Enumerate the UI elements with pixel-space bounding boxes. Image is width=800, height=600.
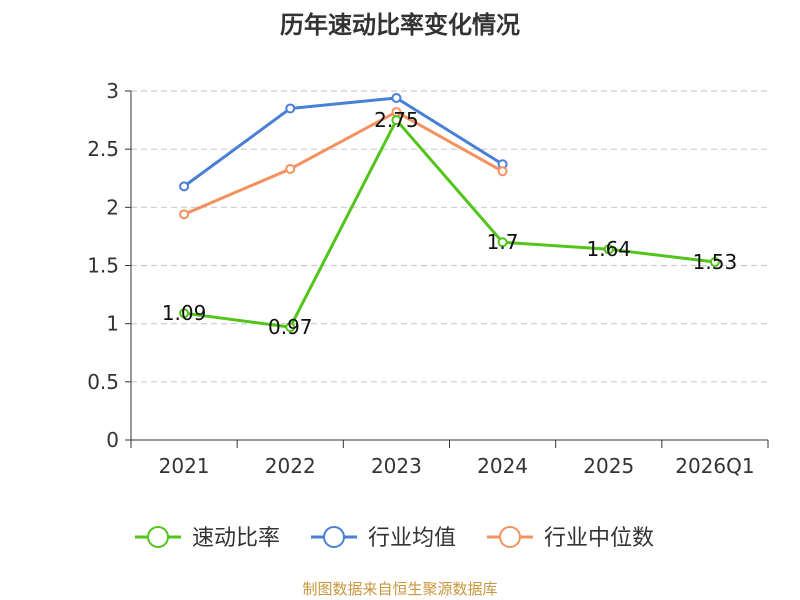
legend-item-0[interactable]: 速动比率 xyxy=(135,526,280,551)
data-point-1-2 xyxy=(391,92,402,103)
y-tick-label: 2.5 xyxy=(87,137,119,161)
x-tick-label: 2024 xyxy=(477,454,528,478)
y-tick-label: 3 xyxy=(106,79,119,103)
x-tick-label: 2022 xyxy=(265,454,316,478)
data-point-0-4 xyxy=(603,244,614,255)
legend-marker xyxy=(323,526,345,548)
y-tick-label: 1.5 xyxy=(87,254,119,278)
data-label: 1.53 xyxy=(693,250,738,274)
data-point-0-0 xyxy=(179,308,190,319)
legend-item-1[interactable]: 行业均值 xyxy=(311,526,456,551)
data-label: 1.7 xyxy=(487,230,519,254)
data-point-2-1 xyxy=(285,163,296,174)
y-tick-label: 0 xyxy=(106,428,119,452)
data-point-2-3 xyxy=(497,166,508,177)
legend-label: 速动比率 xyxy=(192,526,280,551)
chart-title: 历年速动比率变化情况 xyxy=(280,11,520,39)
data-point-0-1 xyxy=(285,322,296,333)
data-label: 1.64 xyxy=(586,237,631,261)
x-tick-label: 2026Q1 xyxy=(675,454,754,478)
data-point-2-0 xyxy=(179,209,190,220)
y-tick-label: 0.5 xyxy=(87,370,119,394)
data-point-0-5 xyxy=(709,257,720,268)
legend-label: 行业均值 xyxy=(368,526,456,551)
series-line-2 xyxy=(183,110,504,216)
legend-item-2[interactable]: 行业中位数 xyxy=(487,526,654,551)
data-point-0-3 xyxy=(497,237,508,248)
legend-marker xyxy=(499,526,521,548)
data-point-0-2 xyxy=(391,115,402,126)
legend[interactable]: 速动比率 行业均值 行业中位数 xyxy=(135,526,654,551)
grid-lines xyxy=(131,90,768,383)
data-label: 0.97 xyxy=(268,315,313,339)
series-lines: 1.09 0.97 2.75 1.7 1.64 1.53 xyxy=(162,92,738,339)
source-note: 制图数据来自恒生聚源数据库 xyxy=(302,580,497,598)
y-tick-label: 2 xyxy=(106,195,119,219)
data-point-1-1 xyxy=(285,103,296,114)
y-tick-label: 1 xyxy=(106,312,119,336)
data-label: 2.75 xyxy=(374,108,419,132)
x-tick-label: 2023 xyxy=(371,454,422,478)
legend-label: 行业中位数 xyxy=(544,526,654,551)
legend-marker xyxy=(147,526,169,548)
x-tick-label: 2021 xyxy=(159,454,210,478)
series-line-1 xyxy=(183,96,504,188)
x-tick-label: 2025 xyxy=(583,454,634,478)
data-label: 1.09 xyxy=(162,301,207,325)
data-point-1-0 xyxy=(179,181,190,192)
axes: 0 0.5 1 1.5 2 2.5 3 2021 2022 2023 2024 2025 2026Q1 xyxy=(87,79,769,478)
series-line-0 xyxy=(183,118,716,329)
